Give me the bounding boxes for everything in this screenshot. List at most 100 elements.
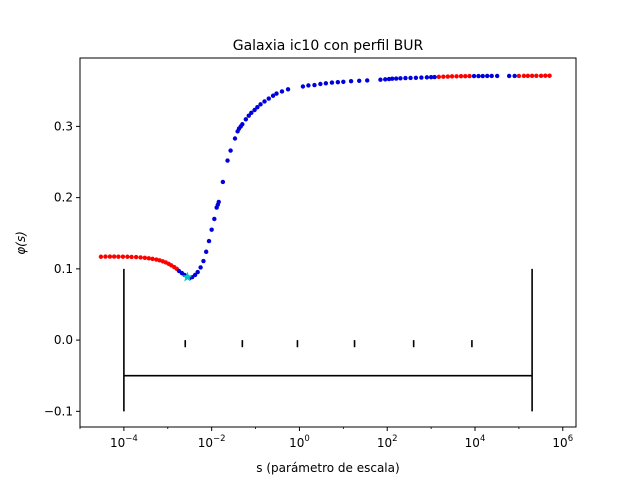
data-point: [403, 75, 408, 81]
data-point: [543, 73, 548, 78]
data-point: [393, 76, 399, 81]
data-point: [312, 82, 317, 88]
data-point: [146, 256, 152, 261]
data-point: [428, 75, 434, 80]
data-point: [467, 73, 472, 79]
y-tick-label: 0.1: [54, 262, 73, 276]
data-point: [228, 148, 233, 153]
y-tick-label: −0.1: [44, 404, 73, 418]
y-tick-label: 0.0: [54, 333, 73, 347]
y-tick-label: 0.2: [54, 191, 73, 205]
data-point: [398, 76, 403, 81]
axes: 10−4 10−2 100 102 104 106 −0.1 0.0 0.1 0.2 0.3: [44, 119, 573, 450]
data-point: [266, 96, 271, 101]
data-point: [378, 77, 383, 82]
data-point: [534, 73, 539, 79]
data-point: [107, 254, 113, 259]
data-point: [335, 80, 341, 85]
x-tick-label: 104: [465, 434, 486, 450]
data-point: [125, 254, 130, 259]
data-point: [195, 269, 200, 275]
data-point: [116, 254, 121, 259]
data-series: [98, 73, 552, 282]
data-point: [198, 265, 203, 270]
data-point: [485, 73, 490, 79]
data-point: [365, 78, 370, 83]
data-point: [285, 87, 291, 92]
data-point: [357, 78, 362, 83]
x-tick-label: 10−4: [110, 434, 138, 450]
data-point: [458, 74, 464, 79]
data-point: [408, 75, 413, 81]
data-point: [252, 107, 257, 113]
data-point: [279, 89, 285, 94]
series-2: [182, 271, 193, 282]
data-point: [243, 117, 249, 122]
data-point: [270, 93, 276, 98]
x-axis-label: s (parámetro de escala): [256, 461, 399, 475]
data-point: [201, 258, 206, 264]
x-tick-label: 102: [377, 434, 398, 450]
series-0: [98, 73, 552, 272]
data-point: [249, 110, 254, 116]
data-point: [512, 73, 517, 79]
data-point: [120, 254, 126, 259]
data-point: [547, 73, 552, 78]
data-point: [383, 77, 388, 82]
data-point: [489, 73, 494, 79]
data-point: [454, 74, 459, 79]
data-point: [203, 249, 209, 254]
data-point: [449, 74, 455, 79]
data-point: [521, 73, 527, 79]
data-point: [341, 79, 346, 85]
data-point: [413, 75, 419, 81]
data-point: [529, 73, 535, 79]
data-point: [255, 104, 260, 110]
y-tick-label: 0.3: [54, 119, 73, 133]
data-point: [424, 75, 430, 80]
data-point: [262, 99, 267, 104]
data-point: [494, 73, 500, 79]
data-point: [480, 73, 485, 79]
data-point: [274, 91, 279, 96]
data-point: [150, 256, 155, 262]
data-point: [98, 254, 104, 259]
data-point: [133, 254, 139, 260]
data-point: [220, 179, 226, 185]
data-point: [216, 199, 221, 205]
data-point: [348, 78, 354, 84]
data-point: [142, 255, 148, 261]
data-point: [506, 73, 512, 79]
data-point: [441, 74, 446, 79]
series-1: [176, 73, 517, 280]
data-point: [386, 76, 392, 82]
data-point: [206, 238, 212, 244]
data-point-star: [182, 271, 193, 282]
data-point: [445, 74, 451, 79]
data-point: [432, 74, 437, 80]
chart-title: Galaxia ic10 con perfil BUR: [233, 38, 424, 54]
data-point: [516, 73, 522, 79]
data-point: [111, 254, 117, 259]
data-point: [436, 74, 442, 80]
data-point: [419, 75, 424, 80]
data-point: [246, 113, 251, 118]
data-point: [103, 254, 108, 259]
data-point: [209, 227, 214, 232]
data-point: [300, 84, 306, 89]
scale-bracket: [123, 268, 533, 412]
data-point: [225, 158, 230, 163]
data-point: [192, 272, 198, 278]
data-point: [258, 102, 263, 107]
data-point: [129, 254, 134, 260]
x-tick-label: 10−2: [198, 434, 226, 450]
data-point: [138, 255, 143, 260]
data-point: [525, 73, 531, 79]
x-tick-label: 100: [289, 434, 310, 450]
data-point: [463, 73, 468, 79]
data-point: [323, 81, 329, 86]
data-point: [329, 80, 335, 85]
data-point: [471, 73, 477, 79]
plot-frame: [79, 57, 577, 428]
